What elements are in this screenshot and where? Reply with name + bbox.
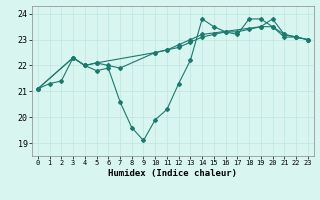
X-axis label: Humidex (Indice chaleur): Humidex (Indice chaleur) (108, 169, 237, 178)
